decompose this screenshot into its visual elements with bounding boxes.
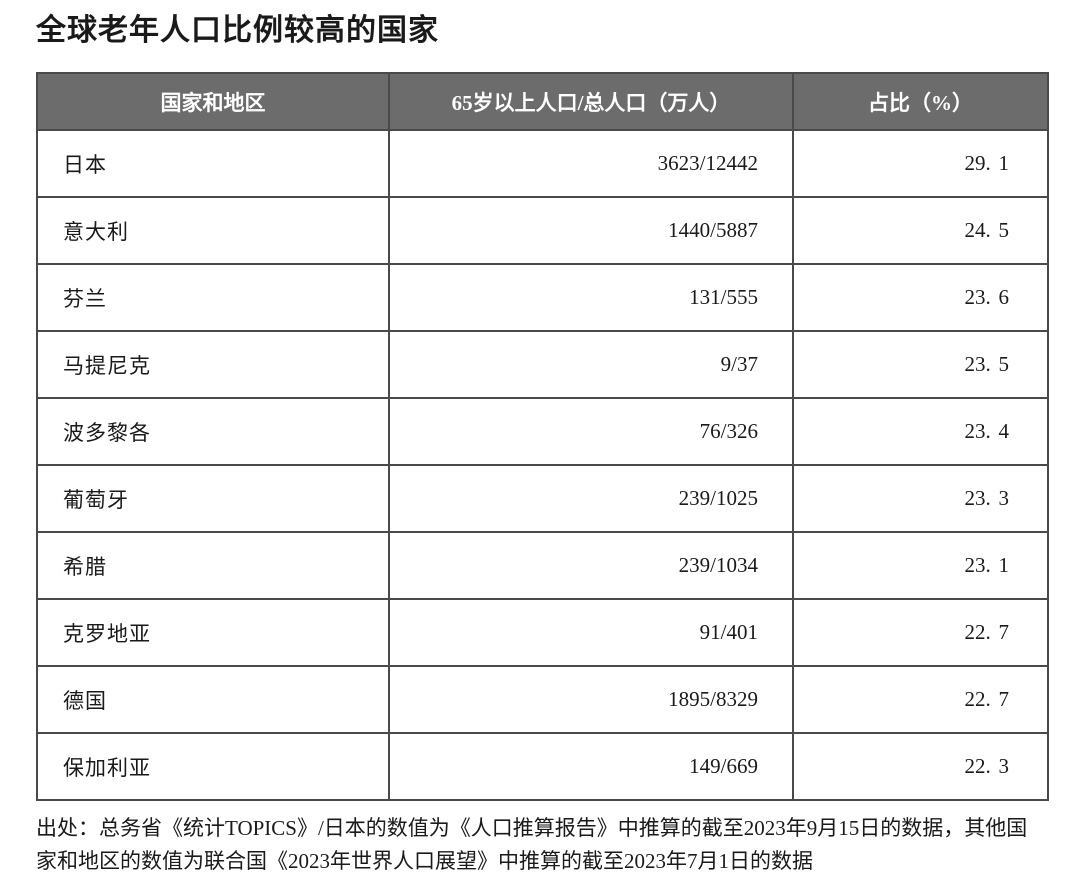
elderly-population-table: 国家和地区 65岁以上人口/总人口（万人） 占比（%） 日本 3623/1244… [36,72,1049,801]
population-cell: 131/555 [388,263,794,332]
column-header-country: 国家和地区 [36,72,390,131]
table-row: 葡萄牙 239/1025 23. 3 [36,464,1049,533]
table-row: 波多黎各 76/326 23. 4 [36,397,1049,466]
table-row: 马提尼克 9/37 23. 5 [36,330,1049,399]
percent-cell: 23. 3 [792,464,1049,533]
column-header-percent: 占比（%） [792,72,1049,131]
country-cell: 芬兰 [36,263,390,332]
percent-cell: 22. 7 [792,665,1049,734]
country-cell: 葡萄牙 [36,464,390,533]
country-cell: 波多黎各 [36,397,390,466]
country-cell: 希腊 [36,531,390,600]
percent-cell: 29. 1 [792,129,1049,198]
percent-cell: 22. 7 [792,598,1049,667]
country-cell: 意大利 [36,196,390,265]
population-cell: 76/326 [388,397,794,466]
population-cell: 3623/12442 [388,129,794,198]
table-row: 克罗地亚 91/401 22. 7 [36,598,1049,667]
population-cell: 9/37 [388,330,794,399]
percent-cell: 23. 5 [792,330,1049,399]
table-row: 德国 1895/8329 22. 7 [36,665,1049,734]
percent-cell: 23. 4 [792,397,1049,466]
population-cell: 1440/5887 [388,196,794,265]
table-body: 日本 3623/12442 29. 1 意大利 1440/5887 24. 5 芬兰… [36,129,1049,801]
country-cell: 马提尼克 [36,330,390,399]
percent-cell: 24. 5 [792,196,1049,265]
population-cell: 239/1034 [388,531,794,600]
table-row: 意大利 1440/5887 24. 5 [36,196,1049,265]
country-cell: 克罗地亚 [36,598,390,667]
table-row: 芬兰 131/555 23. 6 [36,263,1049,332]
percent-cell: 23. 6 [792,263,1049,332]
column-header-population: 65岁以上人口/总人口（万人） [388,72,794,131]
country-cell: 保加利亚 [36,732,390,801]
header-row: 国家和地区 65岁以上人口/总人口（万人） 占比（%） [36,72,1049,131]
page-title: 全球老年人口比例较高的国家 [36,14,439,47]
country-cell: 德国 [36,665,390,734]
population-cell: 239/1025 [388,464,794,533]
table-row: 保加利亚 149/669 22. 3 [36,732,1049,801]
table-row: 日本 3623/12442 29. 1 [36,129,1049,198]
percent-cell: 23. 1 [792,531,1049,600]
table-header: 国家和地区 65岁以上人口/总人口（万人） 占比（%） [36,72,1049,131]
population-cell: 91/401 [388,598,794,667]
country-cell: 日本 [36,129,390,198]
population-cell: 1895/8329 [388,665,794,734]
table-row: 希腊 239/1034 23. 1 [36,531,1049,600]
source-note: 出处：总务省《统计TOPICS》/日本的数值为《人口推算报告》中推算的截至202… [36,816,1028,873]
percent-cell: 22. 3 [792,732,1049,801]
population-cell: 149/669 [388,732,794,801]
